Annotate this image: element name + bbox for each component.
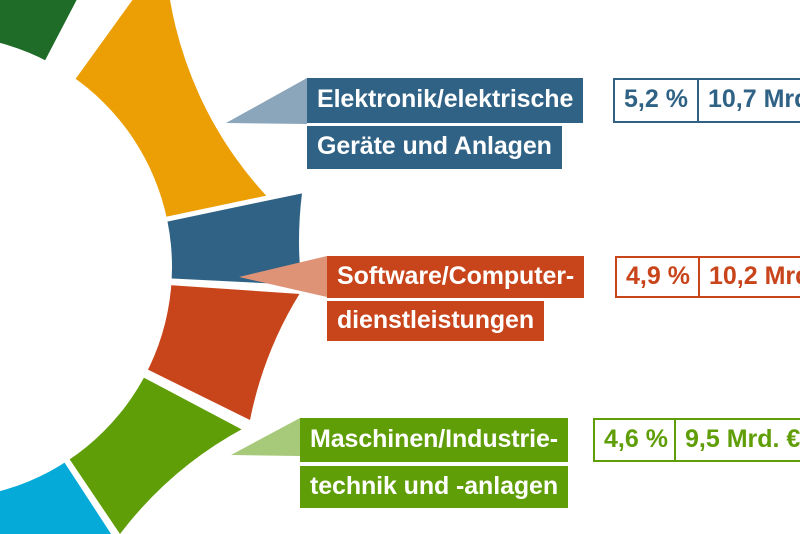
donut-slice-dividers: [0, 0, 311, 534]
connector-maschinen-icon: [231, 418, 300, 456]
donut-hole: [0, 42, 172, 492]
connector-software-icon: [239, 256, 327, 297]
donut-ring: [0, 0, 330, 534]
connector-elektronik-icon: [226, 78, 307, 124]
